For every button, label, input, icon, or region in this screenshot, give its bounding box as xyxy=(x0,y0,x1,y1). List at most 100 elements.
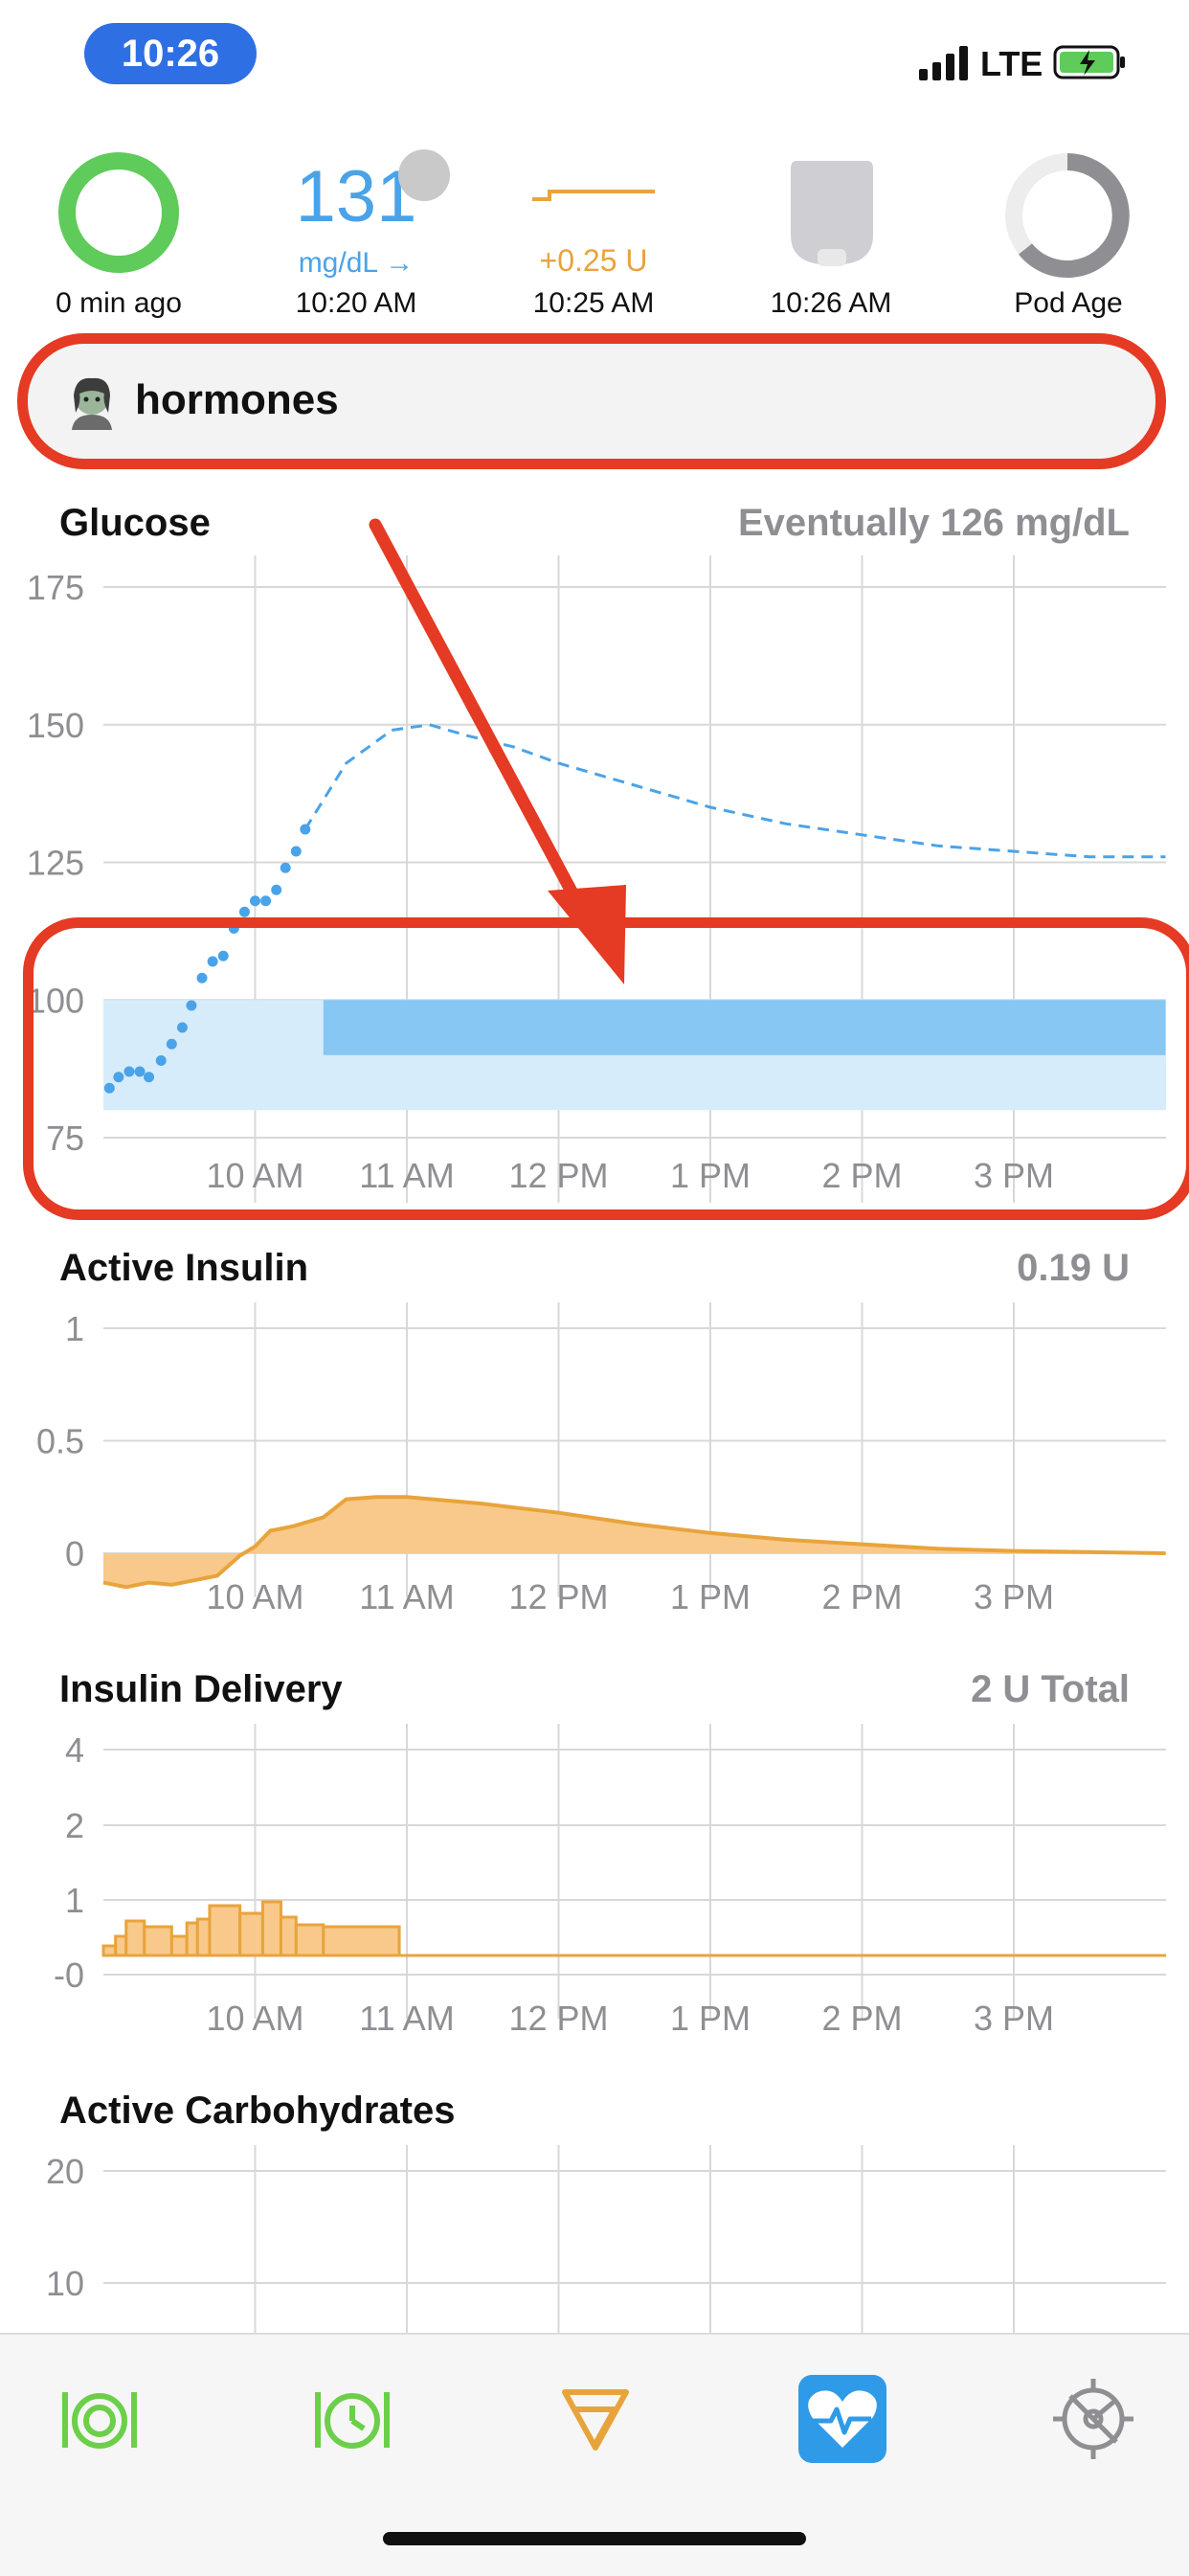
glucose-point xyxy=(103,1082,115,1094)
network-label: LTE xyxy=(980,44,1043,83)
active-insulin-chart[interactable]: 1 0.5 0 10 AM 11 AM 12 PM 1 PM 2 PM 3 PM xyxy=(0,1302,1189,1628)
delivery-x-tick: 3 PM xyxy=(974,1999,1054,2038)
glucose-point xyxy=(113,1072,124,1083)
delivery-bar xyxy=(195,1917,212,1957)
iob-x-tick: 10 AM xyxy=(206,1577,303,1616)
delivery-bar xyxy=(238,1911,264,1957)
iob-y-tick: 1 xyxy=(65,1309,84,1348)
delivery-bar xyxy=(143,1925,173,1957)
active-insulin-line xyxy=(102,1495,1166,1590)
loop-status[interactable]: 0 min ago xyxy=(0,134,237,326)
glucose-hud[interactable]: 131 mg/dL → 10:20 AM xyxy=(237,134,475,326)
insulin-delivery-title: Insulin Delivery xyxy=(59,1668,343,1710)
delivery-bar xyxy=(124,1919,146,1957)
glucose-point xyxy=(207,956,218,967)
settings-gear-icon[interactable] xyxy=(1045,2371,1141,2467)
glucose-value: 131 xyxy=(295,156,417,237)
glucose-x-tick: 11 AM xyxy=(359,1156,454,1195)
glucose-eventual: Eventually 126 mg/dL xyxy=(737,502,1130,544)
glucose-unit-trend: mg/dL → xyxy=(298,247,415,279)
glucose-point xyxy=(290,846,302,857)
glucose-time: 10:20 AM xyxy=(295,287,417,319)
glucose-point xyxy=(186,1000,197,1011)
glucose-point xyxy=(196,972,208,983)
loop-last-run: 0 min ago xyxy=(56,287,182,319)
delivery-y-tick: -0 xyxy=(54,1955,84,1995)
iob-y-tick: 0.5 xyxy=(36,1422,84,1461)
basal-rate-icon xyxy=(532,190,655,201)
delivery-x-tick: 1 PM xyxy=(670,1999,751,2038)
iob-x-tick: 11 AM xyxy=(359,1577,454,1616)
glucose-point xyxy=(166,1038,177,1050)
woman-zombie-emoji-icon xyxy=(72,377,112,430)
glucose-y-tick: 100 xyxy=(27,981,84,1020)
battery-charging-icon xyxy=(1053,45,1125,79)
glucose-chart[interactable]: 175 150 125 100 75 10 AM 11 AM 12 PM 1 PM 2 PM 3 P… xyxy=(0,555,1189,1226)
basal-time: 10:25 AM xyxy=(532,287,655,319)
pod-age-label: Pod Age xyxy=(1014,287,1123,319)
glucose-y-tick: 125 xyxy=(27,844,84,883)
glucose-point xyxy=(123,1066,135,1077)
glucose-prediction-line xyxy=(303,723,1166,859)
delivery-x-tick: 12 PM xyxy=(508,1999,608,2038)
delivery-bar xyxy=(185,1921,199,1957)
glucose-x-tick: 3 PM xyxy=(974,1156,1054,1195)
bolus-icon[interactable] xyxy=(548,2371,643,2467)
insulin-delivery-total: 2 U Total xyxy=(971,1668,1130,1710)
active-insulin-area xyxy=(103,1497,1166,1588)
home-indicator xyxy=(383,2532,806,2545)
carbs-y-tick: 20 xyxy=(46,2152,84,2191)
loop-status-ring-icon xyxy=(58,152,179,273)
active-carbs-title: Active Carbohydrates xyxy=(59,2090,456,2132)
glucose-point xyxy=(250,895,260,907)
glucose-point xyxy=(144,1072,155,1083)
delivery-bar xyxy=(260,1900,282,1957)
glucose-y-tick: 75 xyxy=(46,1119,84,1158)
insulin-delivery-chart[interactable]: 4 2 1 -0 10 AM 11 AM 12 PM 1 PM 2 PM 3 PM xyxy=(0,1724,1189,2049)
iob-x-tick: 2 PM xyxy=(821,1577,902,1616)
glucose-point xyxy=(238,906,250,917)
glucose-x-tick: 1 PM xyxy=(670,1156,751,1195)
workout-heart-icon[interactable] xyxy=(795,2371,890,2467)
glucose-point xyxy=(260,895,272,907)
glucose-point xyxy=(271,884,282,895)
delivery-x-tick: 10 AM xyxy=(206,1999,303,2038)
delivery-bar xyxy=(169,1934,189,1957)
pump-hud[interactable]: 10:26 AM xyxy=(712,134,950,326)
iob-x-tick: 3 PM xyxy=(974,1577,1054,1616)
delivery-y-tick: 2 xyxy=(65,1806,84,1845)
override-label: hormones xyxy=(135,376,339,423)
signal-bars-icon xyxy=(919,46,968,80)
glucose-x-tick: 10 AM xyxy=(206,1156,303,1195)
override-banner[interactable]: hormones xyxy=(17,333,1166,469)
glucose-point xyxy=(228,923,239,934)
glucose-point xyxy=(134,1066,146,1077)
iob-y-tick: 0 xyxy=(65,1534,84,1573)
iob-x-tick: 12 PM xyxy=(508,1577,608,1616)
glucose-y-tick: 150 xyxy=(27,706,84,745)
active-insulin-value: 0.19 U xyxy=(1017,1247,1130,1289)
pod-age-hud[interactable]: Pod Age xyxy=(950,134,1187,326)
pre-meal-icon[interactable] xyxy=(304,2371,400,2467)
iob-x-tick: 1 PM xyxy=(670,1577,751,1616)
carb-entry-icon[interactable] xyxy=(52,2371,147,2467)
glucose-point xyxy=(280,862,291,873)
glucose-chart-title: Glucose xyxy=(59,502,211,544)
delivery-y-tick: 4 xyxy=(65,1730,84,1770)
delivery-y-tick: 1 xyxy=(65,1881,84,1920)
status-bar: 10:26 LTE xyxy=(0,0,1189,124)
carbs-y-tick: 10 xyxy=(46,2264,84,2303)
delivery-bar xyxy=(114,1934,128,1957)
delivery-x-tick: 11 AM xyxy=(359,1999,454,2038)
glucose-point xyxy=(217,950,229,961)
pod-age-ring-icon xyxy=(1005,153,1130,278)
basal-hud[interactable]: +0.25 U 10:25 AM xyxy=(475,134,712,326)
status-time: 10:26 xyxy=(84,23,257,84)
delivery-bar xyxy=(294,1923,325,1957)
glucose-y-tick: 175 xyxy=(27,568,84,607)
glucose-x-tick: 12 PM xyxy=(508,1156,608,1195)
pump-time: 10:26 AM xyxy=(770,287,892,319)
delivery-x-tick: 2 PM xyxy=(821,1999,902,2038)
active-insulin-title: Active Insulin xyxy=(59,1247,309,1289)
